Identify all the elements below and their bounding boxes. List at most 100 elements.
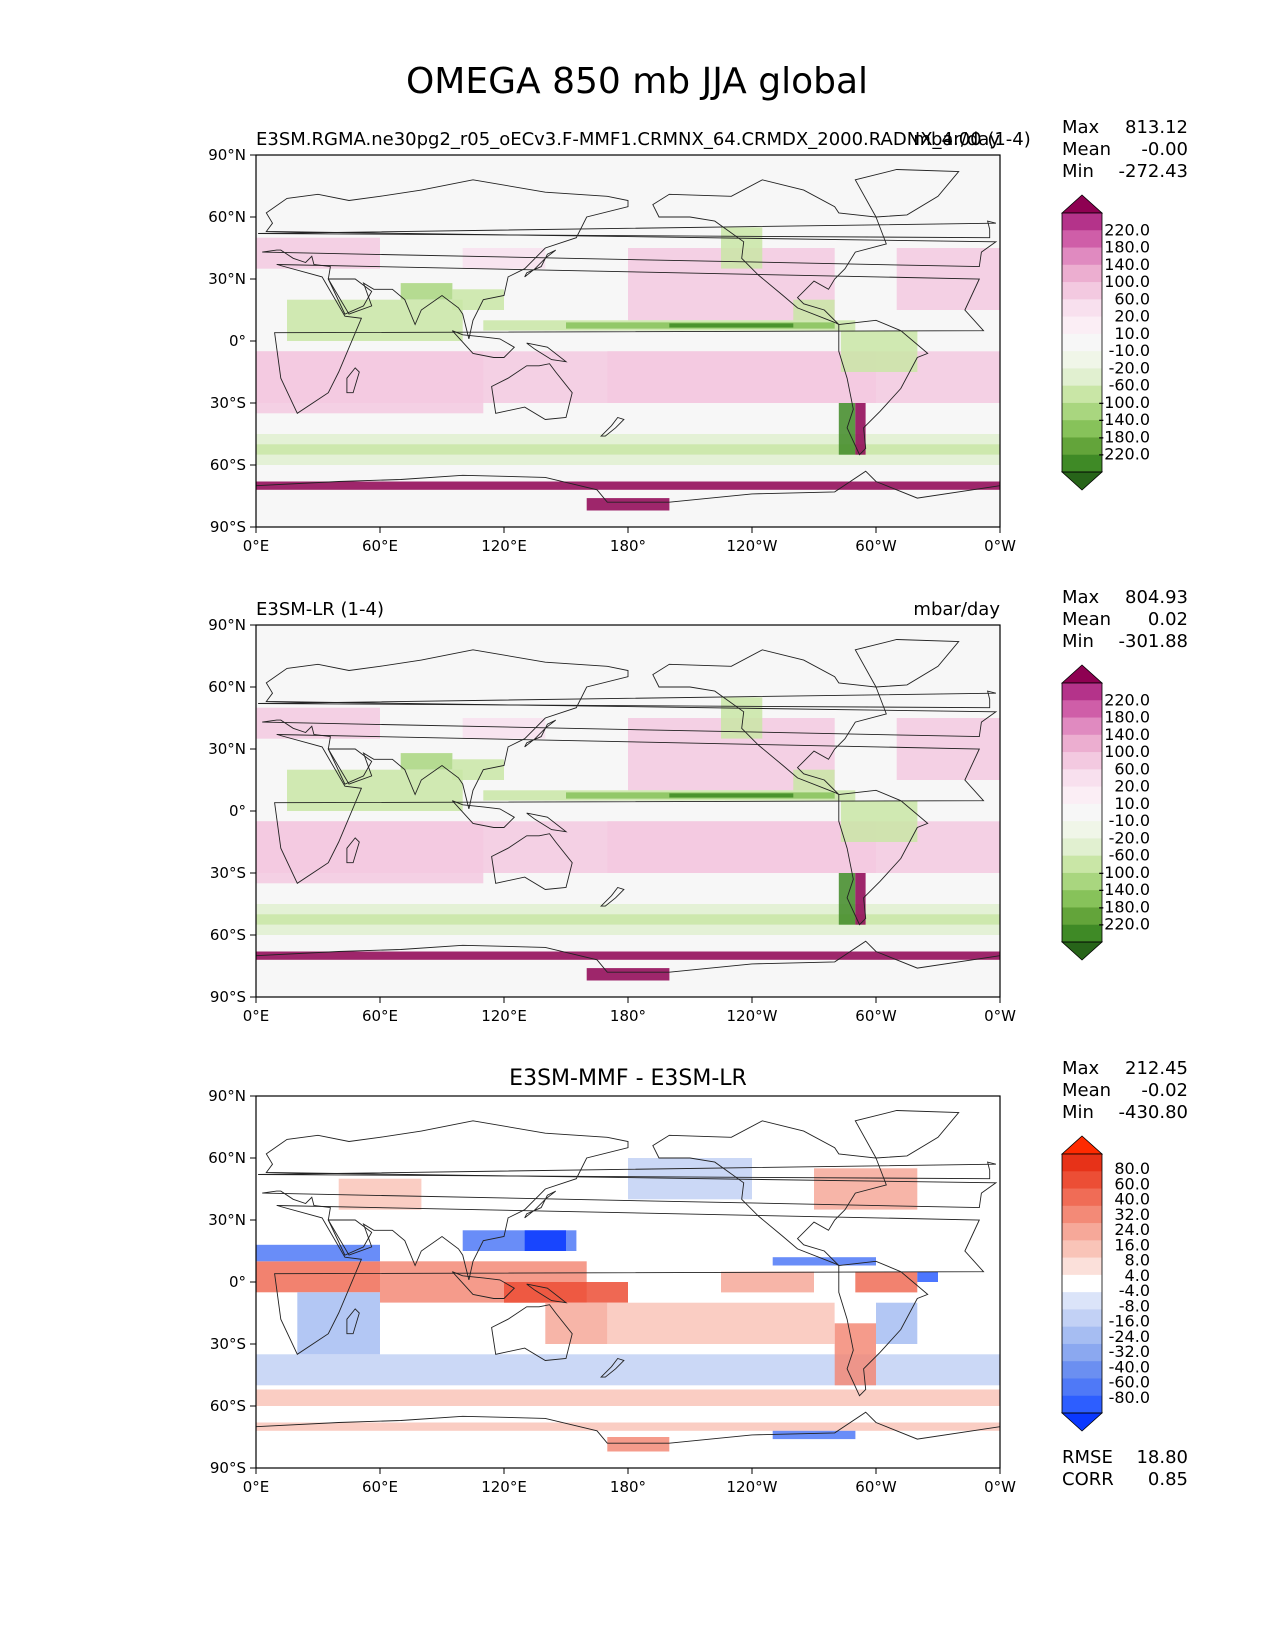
colorbar-tick-label: -10.0: [1109, 341, 1150, 360]
map-panel-reference: 0°E 60°E 120°E 180° 120°W 60°W 0°W 90°N 60°N 30°N…: [208, 587, 1188, 1025]
colorbar-swatch: [1062, 247, 1102, 266]
colorbar-swatch: [1062, 316, 1102, 335]
x-tick-label: 0°W: [984, 1007, 1016, 1025]
field-band: [287, 769, 463, 811]
colorbar-tick-label: 220.0: [1104, 220, 1150, 239]
x-tick-label: 0°E: [243, 1007, 270, 1025]
coastline-africa: [274, 1205, 985, 1355]
field-band: [840, 800, 918, 842]
x-tick-label: 60°E: [362, 537, 398, 555]
field-band: [256, 351, 484, 414]
x-tick-label: 120°E: [481, 1007, 527, 1025]
colorbar-swatch: [1062, 1361, 1102, 1379]
field-band: [855, 873, 866, 925]
field-band: [669, 323, 794, 328]
stat-label: RMSE: [1062, 1447, 1113, 1468]
field-band: [917, 1271, 938, 1282]
colorbar-tick-label: 220.0: [1104, 690, 1150, 709]
coastline-africa: [274, 734, 985, 884]
field-band: [607, 821, 876, 873]
coastline-eurasia: [262, 649, 998, 810]
coastline-japan: [524, 249, 556, 278]
colorbar-tick-label: 100.0: [1104, 742, 1150, 761]
colorbar-tick-label: 60.0: [1114, 759, 1150, 778]
colorbar-swatch: [1062, 890, 1102, 908]
y-tick-label: 90°N: [208, 616, 246, 634]
colorbar-swatch: [1062, 368, 1102, 387]
x-tick-label: 0°E: [243, 537, 270, 555]
colorbar-tick-label: -140.0: [1098, 880, 1150, 899]
field-band: [462, 248, 546, 269]
x-tick-label: 120°E: [481, 537, 527, 555]
colorbar-tick-label: -180.0: [1098, 897, 1150, 916]
coastline-australia: [491, 363, 573, 420]
stat-label: CORR: [1062, 1469, 1114, 1490]
field-band: [256, 914, 1000, 925]
field-band: [504, 1282, 628, 1303]
colorbar-tick-label: -8.0: [1119, 1296, 1150, 1315]
colorbar-swatch: [1062, 1171, 1102, 1190]
stat-label: Mean: [1062, 1080, 1111, 1101]
x-tick-label: 60°W: [855, 1007, 897, 1025]
map-field-difference: [256, 1096, 1000, 1468]
stat-value: -0.00: [1141, 139, 1188, 160]
colorbar-swatch: [1062, 769, 1102, 788]
colorbar-tick-label: -60.0: [1109, 1373, 1150, 1392]
coastline-newzealand: [600, 886, 625, 907]
y-tick-label: 60°S: [210, 926, 246, 944]
colorbar-tick-label: 140.0: [1104, 255, 1150, 274]
y-tick-label: 60°S: [210, 456, 246, 474]
colorbar-extend-max: [1060, 664, 1104, 684]
field-band: [855, 403, 866, 455]
colorbar-tick-label: 20.0: [1114, 777, 1150, 796]
colorbar-tick-label: -220.0: [1098, 445, 1150, 464]
stat-value: -430.80: [1119, 1102, 1188, 1123]
coastline-australia: [491, 1304, 573, 1361]
stat-value: -301.88: [1119, 631, 1188, 652]
coastline-greenland: [854, 639, 960, 688]
coastline-uk: [258, 690, 997, 709]
y-tick-label: 90°N: [208, 1087, 246, 1105]
coastline-africa: [274, 264, 985, 414]
field-band: [607, 351, 876, 403]
colorbar-frame: [1061, 682, 1103, 943]
coastline-newguinea: [526, 812, 568, 833]
y-tick-label: 0°: [229, 332, 246, 350]
y-tick-label: 90°S: [210, 1459, 246, 1477]
field-band: [607, 1302, 835, 1344]
colorbar-tick-label: -140.0: [1098, 410, 1150, 429]
colorbar-swatch: [1062, 1378, 1102, 1397]
coastline-eurasia: [262, 179, 998, 340]
colorbar-tick-label: -32.0: [1109, 1342, 1150, 1361]
colorbar-tick-label: -40.0: [1109, 1357, 1150, 1376]
x-tick-label: 120°E: [481, 1478, 527, 1496]
field-band: [400, 283, 453, 300]
colorbar-swatch: [1062, 1309, 1102, 1328]
y-tick-label: 30°S: [210, 1335, 246, 1353]
x-tick-label: 60°E: [362, 1478, 398, 1496]
field-band: [607, 1437, 670, 1452]
field-band: [524, 1230, 566, 1251]
colorbar-tick-label: 8.0: [1125, 1251, 1150, 1270]
coastline-north_america: [652, 179, 887, 325]
panel-subtitle-left: E3SM-LR (1-4): [256, 599, 384, 620]
coastline-indonesia: [451, 330, 516, 358]
colorbar-swatch: [1062, 230, 1102, 249]
colorbar-swatch: [1062, 213, 1102, 231]
field-band: [896, 248, 1000, 310]
stat-value: -0.02: [1141, 1080, 1188, 1101]
x-tick-label: 0°W: [984, 1478, 1016, 1496]
colorbar-swatch: [1062, 1223, 1102, 1241]
field-band: [814, 1168, 918, 1210]
coastline-arabia_hook: [327, 1219, 373, 1256]
field-band: [256, 821, 484, 884]
colorbar-swatch: [1062, 734, 1102, 753]
map-panel-test: 0°E 60°E 120°E 180° 120°W 60°W 0°W 90°N 60°N 30°N…: [208, 117, 1188, 555]
x-tick-label: 120°W: [727, 537, 778, 555]
coastline-antarctica: [256, 1411, 1000, 1468]
coastline-newguinea: [526, 1283, 568, 1304]
stat-label: Max: [1062, 117, 1100, 138]
colorbar-tick-label: -60.0: [1109, 846, 1150, 865]
colorbar-tick-label: -220.0: [1098, 915, 1150, 934]
coastline-antarctica: [256, 470, 1000, 527]
